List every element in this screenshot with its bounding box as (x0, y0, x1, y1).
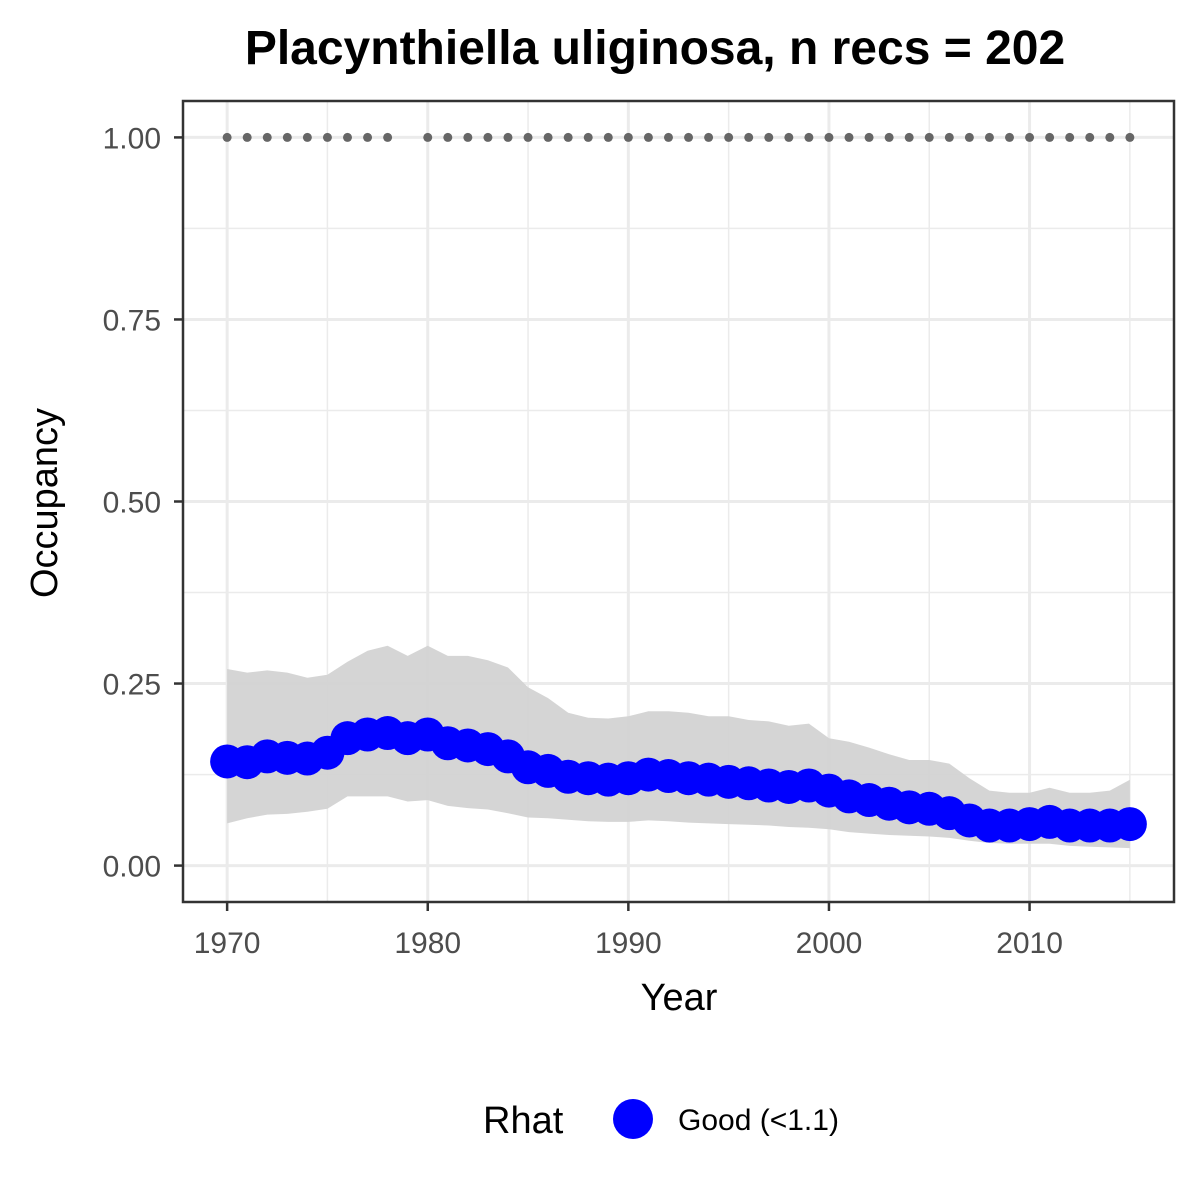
y-tick-label: 1.00 (103, 122, 161, 155)
record-point (704, 132, 714, 142)
y-axis-title: Occupancy (24, 408, 66, 598)
record-point (262, 132, 272, 142)
record-point (1005, 132, 1015, 142)
record-point (242, 132, 252, 142)
mean-occupancy-series (210, 716, 1147, 843)
record-point (523, 132, 533, 142)
record-point (1085, 132, 1095, 142)
legend: Rhat Good (<1.1) (483, 1099, 839, 1142)
record-point (363, 132, 373, 142)
y-axis: 0.00 0.25 0.50 0.75 1.00 (103, 122, 183, 884)
record-point (463, 132, 473, 142)
record-point (984, 132, 994, 142)
record-point (724, 132, 734, 142)
x-tick-label: 1990 (595, 927, 662, 960)
record-point (1025, 132, 1035, 142)
x-axis-title: Year (641, 977, 718, 1019)
record-point (583, 132, 593, 142)
record-point (443, 132, 453, 142)
y-tick-label: 0.00 (103, 851, 161, 884)
legend-swatch-good (613, 1099, 653, 1139)
record-point (824, 132, 834, 142)
record-point (222, 132, 232, 142)
record-point (282, 132, 292, 142)
record-point (744, 132, 754, 142)
chart-title: Placynthiella uliginosa, n recs = 202 (245, 22, 1065, 75)
record-point (322, 132, 332, 142)
record-point (623, 132, 633, 142)
record-point (1105, 132, 1115, 142)
record-point (543, 132, 553, 142)
x-tick-label: 1980 (394, 927, 461, 960)
record-point (1045, 132, 1055, 142)
y-tick-label: 0.25 (103, 669, 161, 702)
record-point (643, 132, 653, 142)
x-axis: 1970 1980 1990 2000 2010 (194, 902, 1063, 960)
record-point (684, 132, 694, 142)
record-point (944, 132, 954, 142)
record-point (483, 132, 493, 142)
x-tick-label: 2000 (796, 927, 863, 960)
record-point (924, 132, 934, 142)
record-markers (222, 132, 1135, 142)
record-point (964, 132, 974, 142)
record-point (864, 132, 874, 142)
x-tick-label: 2010 (996, 927, 1063, 960)
record-point (1065, 132, 1075, 142)
record-point (563, 132, 573, 142)
record-point (302, 132, 312, 142)
legend-label-good: Good (<1.1) (678, 1104, 839, 1137)
record-point (884, 132, 894, 142)
record-point (383, 132, 393, 142)
record-point (342, 132, 352, 142)
record-point (603, 132, 613, 142)
record-point (784, 132, 794, 142)
record-point (844, 132, 854, 142)
record-point (663, 132, 673, 142)
mean-point (1112, 807, 1147, 842)
y-tick-label: 0.75 (103, 304, 161, 337)
record-point (1125, 132, 1135, 142)
record-point (423, 132, 433, 142)
x-tick-label: 1970 (194, 927, 261, 960)
record-point (904, 132, 914, 142)
y-tick-label: 0.50 (103, 487, 161, 520)
record-point (764, 132, 774, 142)
record-point (503, 132, 513, 142)
legend-title: Rhat (483, 1100, 564, 1142)
record-point (804, 132, 814, 142)
